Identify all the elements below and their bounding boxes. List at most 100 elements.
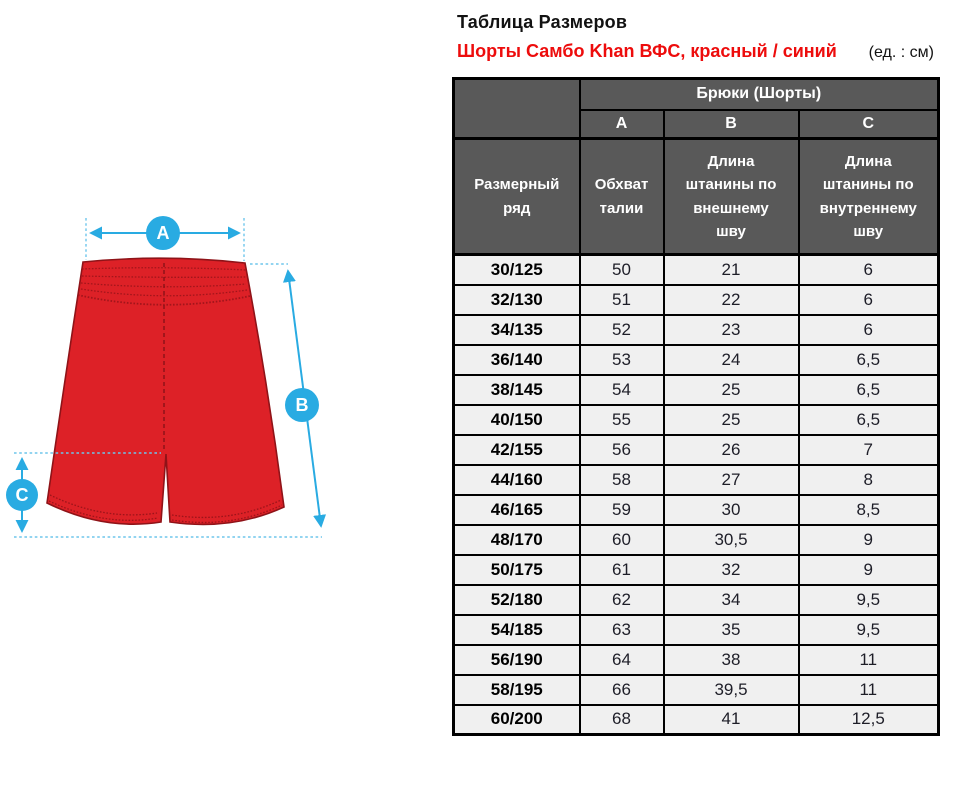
value-cell: 9 <box>797 553 940 586</box>
group-header-row: Брюки (Шорты) <box>452 77 940 140</box>
value-cell: 23 <box>662 313 800 346</box>
svg-text:A: A <box>157 223 170 243</box>
value-cell: 6,5 <box>797 403 940 436</box>
value-cell: 7 <box>797 433 940 466</box>
value-cell: 54 <box>578 373 665 406</box>
size-table-body: 30/125 50 21 6 32/130 51 22 6 34/135 52 23 6 36/140 5… <box>452 253 940 736</box>
table-row: 36/140 53 24 6,5 <box>452 343 940 376</box>
table-row: 56/190 64 38 11 <box>452 643 940 676</box>
value-cell: 6,5 <box>797 343 940 376</box>
table-row: 32/130 51 22 6 <box>452 283 940 316</box>
size-cell: 38/145 <box>452 373 581 406</box>
shorts-outline <box>46 257 285 526</box>
value-cell: 53 <box>578 343 665 376</box>
size-cell: 60/200 <box>452 703 581 736</box>
value-cell: 21 <box>662 253 800 286</box>
value-cell: 32 <box>662 553 800 586</box>
group-header-cell: Брюки (Шорты) <box>578 77 940 111</box>
value-cell: 9,5 <box>797 613 940 646</box>
table-row: 46/165 59 30 8,5 <box>452 493 940 526</box>
table-row: 58/195 66 39,5 11 <box>452 673 940 706</box>
value-cell: 25 <box>662 403 800 436</box>
size-cell: 56/190 <box>452 643 581 676</box>
value-cell: 68 <box>578 703 665 736</box>
dimension-label-c: C <box>6 479 38 511</box>
page-title: Таблица Размеров <box>457 12 628 32</box>
corner-cell <box>452 77 581 140</box>
value-cell: 30 <box>662 493 800 526</box>
size-cell: 52/180 <box>452 583 581 616</box>
dimension-b: B <box>250 263 327 528</box>
table-row: 48/170 60 30,5 9 <box>452 523 940 556</box>
value-cell: 12,5 <box>797 703 940 736</box>
subtitle-row: Шорты Самбо Khan ВФС, красный / синий (е… <box>457 41 934 62</box>
value-cell: 62 <box>578 583 665 616</box>
size-cell: 48/170 <box>452 523 581 556</box>
value-cell: 6,5 <box>797 373 940 406</box>
value-cell: 61 <box>578 553 665 586</box>
size-cell: 32/130 <box>452 283 581 316</box>
value-cell: 26 <box>662 433 800 466</box>
hem-stitching <box>48 494 283 524</box>
value-cell: 51 <box>578 283 665 316</box>
value-cell: 60 <box>578 523 665 556</box>
dimension-c-extension-lines <box>14 452 322 538</box>
dimension-label-a: A <box>146 216 180 250</box>
value-cell: 6 <box>797 313 940 346</box>
row-header-label: Размерный ряд <box>452 137 581 256</box>
value-cell: 59 <box>578 493 665 526</box>
shorts-measurement-diagram: A B C <box>6 216 327 538</box>
col-letter-a: A <box>578 108 665 140</box>
value-cell: 22 <box>662 283 800 316</box>
dimension-label-b: B <box>285 388 319 422</box>
shorts-illustration <box>46 257 285 526</box>
value-cell: 11 <box>797 673 940 706</box>
value-cell: 27 <box>662 463 800 496</box>
table-row: 42/155 56 26 7 <box>452 433 940 466</box>
col-letter-c: C <box>797 108 940 140</box>
value-cell: 63 <box>578 613 665 646</box>
value-cell: 50 <box>578 253 665 286</box>
size-cell: 30/125 <box>452 253 581 286</box>
letter-header-row: A B C <box>454 108 940 140</box>
value-cell: 38 <box>662 643 800 676</box>
value-cell: 6 <box>797 253 940 286</box>
product-subtitle: Шорты Самбо Khan ВФС, красный / синий <box>457 41 837 61</box>
col-header-b: Длина штанины по внешнему шву <box>662 137 800 256</box>
value-cell: 9,5 <box>797 583 940 616</box>
size-cell: 54/185 <box>452 613 581 646</box>
value-cell: 66 <box>578 673 665 706</box>
table-row: 38/145 54 25 6,5 <box>452 373 940 406</box>
units-label: (ед. : см) <box>868 44 934 61</box>
value-cell: 52 <box>578 313 665 346</box>
table-row: 44/160 58 27 8 <box>452 463 940 496</box>
col-header-a: Обхват талии <box>578 137 665 256</box>
dimension-a-extension-lines <box>85 218 245 261</box>
size-cell: 40/150 <box>452 403 581 436</box>
table-row: 60/200 68 41 12,5 <box>452 703 940 736</box>
table-row: 30/125 50 21 6 <box>452 253 940 286</box>
table-row: 52/180 62 34 9,5 <box>452 583 940 616</box>
size-cell: 44/160 <box>452 463 581 496</box>
svg-text:C: C <box>16 485 29 505</box>
table-row: 34/135 52 23 6 <box>452 313 940 346</box>
value-cell: 9 <box>797 523 940 556</box>
size-cell: 42/155 <box>452 433 581 466</box>
value-cell: 34 <box>662 583 800 616</box>
value-cell: 58 <box>578 463 665 496</box>
value-cell: 11 <box>797 643 940 676</box>
dimension-c: C <box>6 452 322 538</box>
size-cell: 50/175 <box>452 553 581 586</box>
value-cell: 8,5 <box>797 493 940 526</box>
value-cell: 25 <box>662 373 800 406</box>
value-cell: 39,5 <box>662 673 800 706</box>
col-header-c: Длина штанины по внутреннему шву <box>797 137 940 256</box>
size-cell: 36/140 <box>452 343 581 376</box>
value-cell: 55 <box>578 403 665 436</box>
col-letter-b: B <box>662 108 800 140</box>
value-cell: 64 <box>578 643 665 676</box>
value-cell: 56 <box>578 433 665 466</box>
header-block: Таблица Размеров Шорты Самбо Khan ВФС, к… <box>457 12 934 62</box>
value-cell: 8 <box>797 463 940 496</box>
